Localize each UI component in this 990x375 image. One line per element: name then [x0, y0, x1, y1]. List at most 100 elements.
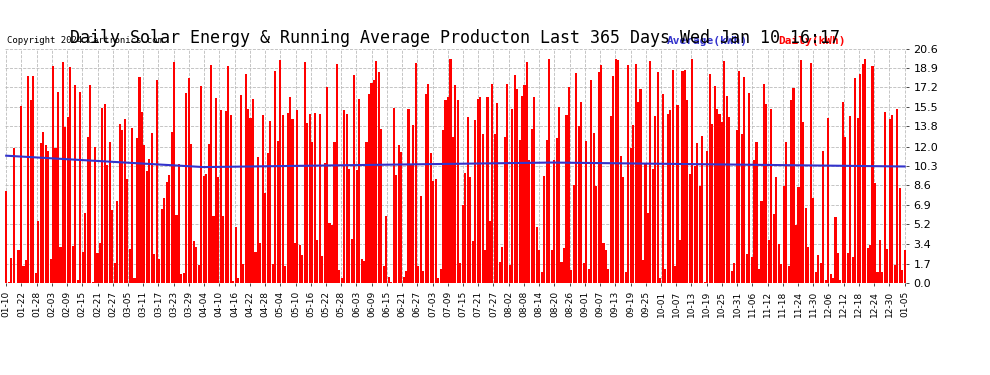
Bar	[466, 117, 469, 283]
Bar	[731, 272, 733, 283]
Bar	[388, 277, 390, 283]
Bar	[539, 250, 541, 283]
Bar	[656, 72, 658, 283]
Text: Daily(kWh): Daily(kWh)	[778, 36, 845, 46]
Bar	[790, 100, 792, 283]
Bar	[830, 274, 832, 283]
Bar	[758, 269, 760, 283]
Bar	[793, 88, 795, 283]
Bar	[314, 112, 316, 283]
Bar	[210, 64, 212, 283]
Bar	[331, 225, 333, 283]
Bar	[600, 65, 602, 283]
Bar	[279, 60, 281, 283]
Bar	[765, 104, 767, 283]
Bar	[309, 114, 311, 283]
Bar	[116, 201, 118, 283]
Bar	[454, 85, 456, 283]
Bar	[635, 64, 637, 283]
Bar	[886, 249, 888, 283]
Bar	[410, 164, 412, 283]
Bar	[506, 84, 508, 283]
Bar	[276, 141, 279, 283]
Bar	[126, 179, 128, 283]
Bar	[524, 84, 526, 283]
Bar	[405, 271, 407, 283]
Bar	[213, 216, 215, 283]
Bar	[654, 116, 656, 283]
Bar	[844, 137, 846, 283]
Bar	[484, 250, 486, 283]
Bar	[595, 186, 597, 283]
Bar	[856, 118, 858, 283]
Bar	[699, 186, 701, 283]
Bar	[469, 177, 471, 283]
Bar	[339, 270, 341, 283]
Bar	[583, 264, 585, 283]
Bar	[153, 254, 155, 283]
Bar	[760, 201, 762, 283]
Bar	[252, 99, 254, 283]
Bar	[286, 113, 289, 283]
Bar	[306, 123, 308, 283]
Bar	[866, 248, 868, 283]
Bar	[817, 255, 820, 283]
Bar	[851, 257, 853, 283]
Bar	[121, 130, 123, 283]
Bar	[350, 239, 352, 283]
Bar	[476, 99, 478, 283]
Bar	[864, 59, 866, 283]
Bar	[79, 92, 81, 283]
Bar	[104, 104, 106, 283]
Bar	[835, 217, 837, 283]
Bar	[155, 80, 157, 283]
Bar	[178, 164, 180, 283]
Bar	[661, 94, 663, 283]
Bar	[198, 265, 200, 283]
Bar	[341, 278, 343, 283]
Bar	[588, 270, 590, 283]
Bar	[43, 132, 45, 283]
Bar	[225, 111, 227, 283]
Bar	[146, 171, 148, 283]
Bar	[849, 116, 851, 283]
Bar	[825, 280, 827, 283]
Bar	[326, 87, 328, 283]
Bar	[23, 266, 25, 283]
Bar	[101, 108, 104, 283]
Bar	[736, 130, 738, 283]
Bar	[62, 62, 64, 283]
Bar	[165, 183, 167, 283]
Bar	[785, 142, 787, 283]
Bar	[433, 181, 435, 283]
Bar	[534, 98, 536, 283]
Bar	[45, 145, 47, 283]
Bar	[854, 78, 856, 283]
Bar	[627, 65, 630, 283]
Bar	[370, 83, 372, 283]
Bar	[86, 137, 89, 283]
Bar	[481, 134, 483, 283]
Bar	[644, 164, 646, 283]
Bar	[281, 114, 284, 283]
Bar	[324, 163, 326, 283]
Bar	[289, 97, 291, 283]
Bar	[193, 241, 195, 283]
Bar	[99, 243, 101, 283]
Bar	[442, 130, 445, 283]
Bar	[134, 279, 136, 283]
Bar	[501, 247, 503, 283]
Bar	[876, 272, 878, 283]
Bar	[383, 266, 385, 283]
Bar	[659, 279, 661, 283]
Bar	[35, 273, 37, 283]
Bar	[240, 95, 242, 283]
Bar	[403, 277, 405, 283]
Bar	[259, 243, 261, 283]
Bar	[228, 66, 230, 283]
Bar	[348, 169, 350, 283]
Bar	[674, 266, 676, 283]
Bar	[170, 132, 172, 283]
Bar	[435, 178, 437, 283]
Bar	[316, 240, 318, 283]
